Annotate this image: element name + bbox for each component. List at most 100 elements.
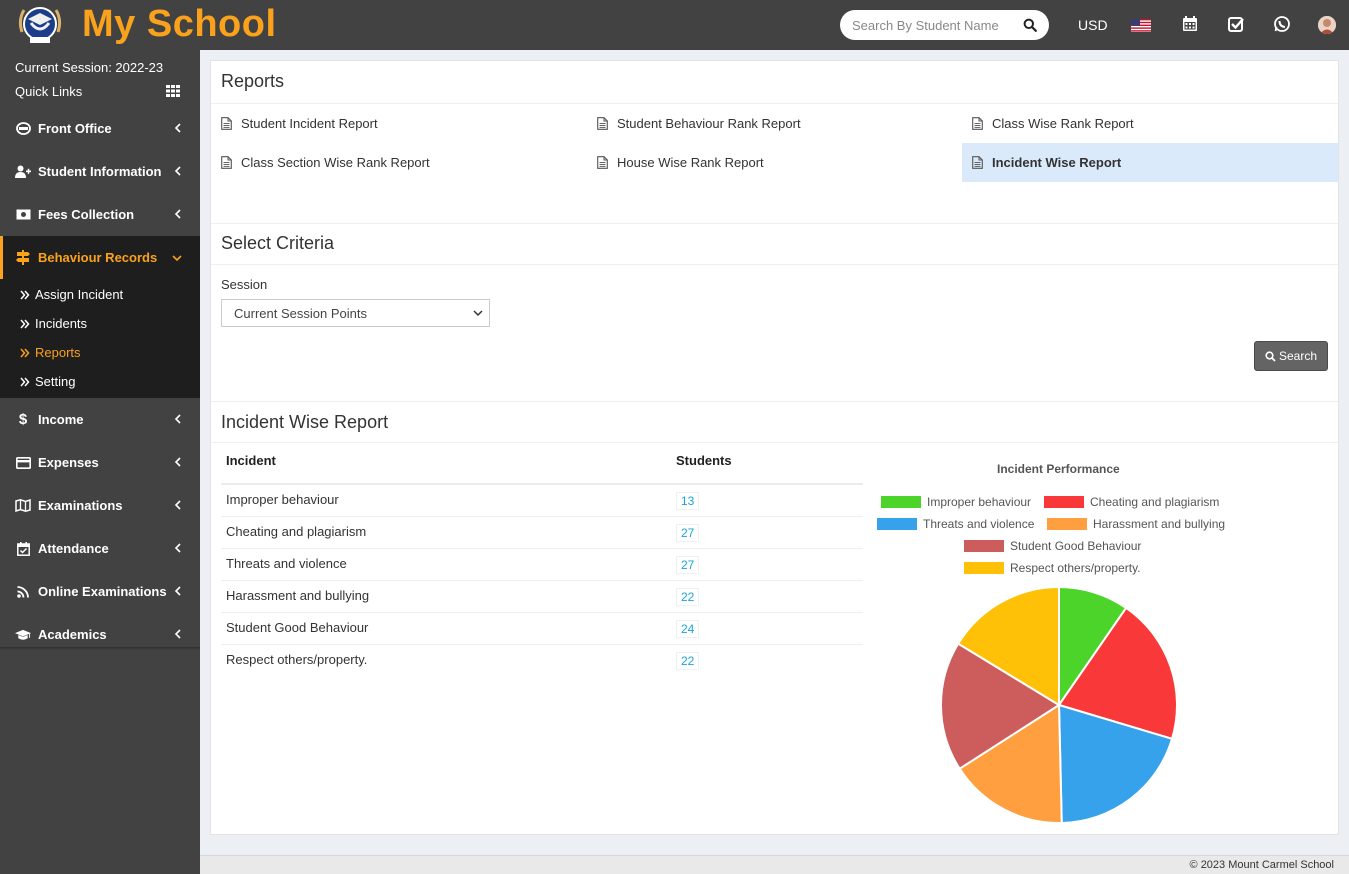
legend-item-harassment[interactable]: Harassment and bullying bbox=[1047, 517, 1225, 531]
report-link-class-section-wise-rank[interactable]: Class Section Wise Rank Report bbox=[211, 143, 586, 182]
map-icon bbox=[15, 498, 31, 514]
legend-label: Threats and violence bbox=[923, 517, 1035, 531]
logo[interactable]: My School bbox=[14, 2, 277, 46]
table-row: Respect others/property. 22 bbox=[221, 645, 863, 677]
submenu-assign-incident[interactable]: Assign Incident bbox=[0, 280, 200, 309]
submenu-reports[interactable]: Reports bbox=[0, 338, 200, 367]
task-check-icon[interactable] bbox=[1227, 15, 1245, 33]
pie-slice-good-behaviour[interactable] bbox=[940, 642, 1061, 771]
quick-links[interactable]: Quick Links bbox=[15, 84, 83, 99]
legend-item-cheating[interactable]: Cheating and plagiarism bbox=[1044, 495, 1219, 509]
sidebar-item-label: Expenses bbox=[38, 455, 99, 470]
incident-pie-chart bbox=[940, 585, 1178, 824]
student-count-link[interactable]: 27 bbox=[676, 556, 700, 574]
table-row: Improper behaviour 13 bbox=[221, 485, 863, 517]
submenu-label: Setting bbox=[35, 374, 76, 389]
sidebar-item-attendance[interactable]: Attendance bbox=[0, 527, 200, 570]
sidebar-item-fees-collection[interactable]: Fees Collection bbox=[0, 193, 200, 236]
sidebar-item-label: Academics bbox=[38, 627, 107, 642]
pie-slice-harassment[interactable] bbox=[958, 703, 1063, 824]
pie-slice-cheating[interactable] bbox=[1057, 606, 1178, 741]
student-count-link[interactable]: 22 bbox=[676, 652, 700, 670]
legend-item-improper-behaviour[interactable]: Improper behaviour bbox=[881, 495, 1031, 509]
report-link-class-wise-rank[interactable]: Class Wise Rank Report bbox=[962, 104, 1338, 143]
sidebar-item-front-office[interactable]: Front Office bbox=[0, 107, 200, 150]
file-text-icon bbox=[221, 117, 232, 130]
legend-label: Respect others/property. bbox=[1010, 561, 1141, 575]
divider bbox=[211, 264, 1338, 265]
select-criteria-title: Select Criteria bbox=[221, 233, 335, 253]
chevron-left-icon bbox=[174, 457, 181, 467]
school-logo-icon bbox=[18, 7, 62, 43]
header-divider bbox=[221, 483, 863, 485]
student-count-link[interactable]: 27 bbox=[676, 524, 700, 542]
student-count-link[interactable]: 24 bbox=[676, 620, 700, 638]
legend-item-threats[interactable]: Threats and violence bbox=[877, 517, 1034, 531]
currency-selector[interactable]: USD bbox=[1078, 17, 1108, 33]
student-count-link[interactable]: 22 bbox=[676, 588, 700, 606]
report-link-house-wise-rank[interactable]: House Wise Rank Report bbox=[587, 143, 962, 182]
search-button[interactable]: Search bbox=[1254, 341, 1328, 371]
sidebar: Current Session: 2022-23 Quick Links Fro… bbox=[0, 50, 200, 874]
report-link-label: Class Section Wise Rank Report bbox=[241, 155, 430, 170]
sidebar-item-student-information[interactable]: Student Information bbox=[0, 150, 200, 193]
signpost-icon bbox=[15, 250, 31, 266]
divider bbox=[211, 442, 1338, 443]
user-avatar[interactable] bbox=[1318, 16, 1336, 34]
sidebar-item-examinations[interactable]: Examinations bbox=[0, 484, 200, 527]
report-link-incident-wise[interactable]: Incident Wise Report bbox=[962, 143, 1338, 182]
calendar-check-icon bbox=[15, 541, 31, 557]
whatsapp-icon[interactable] bbox=[1273, 15, 1291, 33]
pie-slice-threats[interactable] bbox=[1057, 703, 1174, 824]
legend-swatch bbox=[964, 540, 1004, 552]
submenu-incidents[interactable]: Incidents bbox=[0, 309, 200, 338]
sidebar-item-expenses[interactable]: Expenses bbox=[0, 441, 200, 484]
student-count-link[interactable]: 13 bbox=[676, 492, 700, 510]
report-link-student-incident[interactable]: Student Incident Report bbox=[211, 104, 586, 143]
grid-icon[interactable] bbox=[166, 84, 180, 98]
search-icon[interactable] bbox=[1023, 18, 1037, 32]
calendar-icon[interactable] bbox=[1181, 15, 1199, 33]
legend-swatch bbox=[881, 496, 921, 508]
submenu-setting[interactable]: Setting bbox=[0, 367, 200, 396]
column-header-students: Students bbox=[676, 453, 732, 468]
legend-label: Improper behaviour bbox=[927, 495, 1032, 509]
divider bbox=[211, 401, 1338, 402]
sidebar-menu: Front Office Student Information Fees Co… bbox=[0, 107, 200, 656]
chart-title: Incident Performance bbox=[997, 462, 1120, 476]
session-select[interactable]: Current Session Points bbox=[221, 299, 490, 327]
us-flag-icon[interactable] bbox=[1131, 19, 1151, 32]
report-link-label: Student Behaviour Rank Report bbox=[617, 116, 801, 131]
sidebar-item-label: Income bbox=[38, 412, 84, 427]
chevron-left-icon bbox=[174, 629, 181, 639]
chevron-left-icon bbox=[174, 586, 181, 596]
chevron-down-icon bbox=[172, 255, 182, 262]
search-icon bbox=[1265, 350, 1276, 362]
sidebar-item-online-examinations[interactable]: Online Examinations bbox=[0, 570, 200, 613]
pie-slice-respect[interactable] bbox=[956, 585, 1060, 707]
legend-item-good-behaviour[interactable]: Student Good Behaviour bbox=[964, 539, 1141, 553]
incident-name: Respect others/property. bbox=[226, 652, 368, 667]
incident-name: Student Good Behaviour bbox=[226, 620, 369, 635]
legend-item-respect[interactable]: Respect others/property. bbox=[964, 561, 1141, 575]
user-plus-icon bbox=[15, 164, 31, 180]
sidebar-item-income[interactable]: $ Income bbox=[0, 398, 200, 441]
copyright-text: © 2023 Mount Carmel School bbox=[1189, 859, 1334, 871]
chevron-down-icon bbox=[473, 310, 483, 317]
reports-title: Reports bbox=[221, 71, 285, 91]
sidebar-item-label: Examinations bbox=[38, 498, 123, 513]
sidebar-item-behaviour-records[interactable]: Behaviour Records bbox=[0, 236, 200, 279]
sidebar-item-academics[interactable]: Academics bbox=[0, 613, 200, 656]
student-search-input[interactable] bbox=[852, 17, 1004, 33]
divider bbox=[211, 103, 1338, 104]
chevron-left-icon bbox=[174, 209, 181, 219]
building-icon bbox=[15, 121, 31, 137]
app-name: My School bbox=[82, 3, 277, 45]
search-button-label: Search bbox=[1278, 349, 1318, 363]
credit-card-icon bbox=[15, 455, 31, 471]
double-chevron-right-icon bbox=[20, 319, 30, 328]
submenu-label: Assign Incident bbox=[35, 287, 124, 302]
chevron-left-icon bbox=[174, 500, 181, 510]
legend-swatch bbox=[1047, 518, 1087, 530]
report-link-student-behaviour-rank[interactable]: Student Behaviour Rank Report bbox=[587, 104, 962, 143]
